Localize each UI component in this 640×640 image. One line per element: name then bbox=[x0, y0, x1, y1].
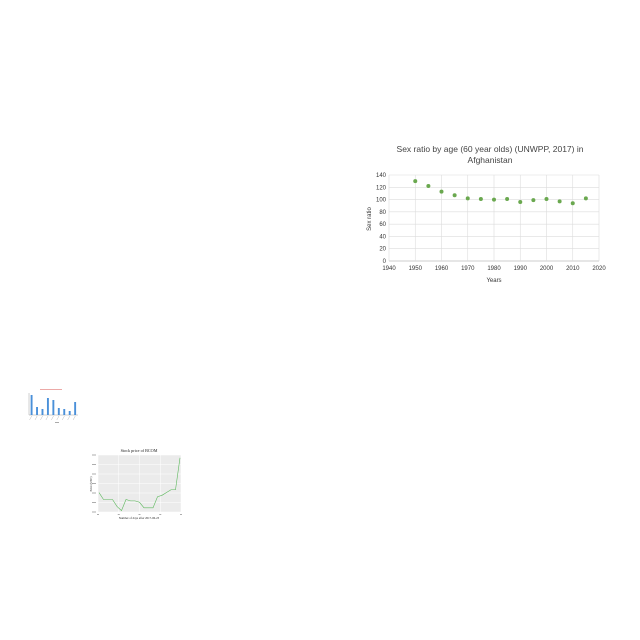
stock-price-chart: Stock price of BCOM Number of days after… bbox=[88, 444, 182, 524]
y-tick-label: 120 bbox=[376, 185, 387, 191]
bar-chart-svg bbox=[28, 389, 78, 423]
data-point bbox=[492, 197, 496, 202]
data-point bbox=[518, 200, 523, 205]
stock-grid bbox=[92, 454, 182, 515]
stock-chart-svg: Stock price of BCOM Number of days after… bbox=[89, 448, 182, 520]
x-tick-label bbox=[34, 415, 38, 421]
data-point bbox=[557, 199, 562, 204]
stock-price-line bbox=[98, 457, 181, 512]
bar bbox=[30, 395, 33, 415]
x-tick-label: 2010 bbox=[566, 266, 580, 272]
x-tick-label: 1990 bbox=[514, 266, 528, 272]
y-tick-label bbox=[92, 492, 96, 494]
sex-ratio-chart-svg: Sex ratio by age (60 year olds) (UNWPP, … bbox=[367, 144, 606, 284]
data-points bbox=[413, 179, 588, 206]
y-tick-label bbox=[92, 502, 96, 503]
y-tick-label bbox=[92, 483, 96, 484]
tick-labels: 0 20 40 60 80 100 120 140 1940 1950 1960 1970 1980 19… bbox=[376, 173, 606, 272]
y-tick-label bbox=[92, 454, 96, 456]
x-tick-label bbox=[29, 415, 32, 421]
x-axis-label bbox=[55, 422, 59, 423]
x-tick-label bbox=[138, 514, 141, 515]
y-tick-label: 20 bbox=[379, 247, 386, 253]
y-tick-label: 140 bbox=[376, 173, 387, 179]
y-tick-label bbox=[92, 511, 96, 513]
x-tick-label bbox=[40, 415, 43, 421]
x-tick-label bbox=[180, 514, 182, 515]
data-point bbox=[478, 196, 483, 201]
y-tick-label: 100 bbox=[376, 198, 387, 204]
x-tick-label bbox=[67, 415, 71, 421]
bar bbox=[41, 409, 44, 415]
data-point bbox=[583, 196, 588, 201]
y-tick-label bbox=[92, 464, 96, 465]
bar bbox=[36, 407, 38, 415]
data-point bbox=[426, 184, 431, 189]
x-tick-label: 2020 bbox=[592, 266, 606, 272]
data-point bbox=[413, 179, 418, 184]
x-axis-label: Years bbox=[486, 278, 501, 284]
x-tick-label bbox=[117, 514, 120, 515]
y-tick-label: 40 bbox=[379, 234, 386, 240]
x-tick-label bbox=[45, 415, 49, 421]
y-axis-label: Sex ratio bbox=[367, 207, 373, 231]
x-tick-label: 1980 bbox=[487, 266, 501, 272]
bar bbox=[57, 408, 60, 415]
x-tick-label bbox=[97, 514, 99, 515]
y-tick-label: 80 bbox=[379, 210, 386, 216]
bar-chart-thumbnail bbox=[20, 385, 82, 427]
grid bbox=[388, 174, 600, 262]
bar-chart-title-mark bbox=[40, 389, 62, 390]
x-tick-label bbox=[56, 415, 60, 421]
x-tick-label bbox=[72, 415, 76, 421]
y-tick-label bbox=[92, 473, 96, 475]
bar bbox=[46, 398, 49, 415]
bar bbox=[68, 411, 71, 415]
data-point bbox=[439, 189, 444, 194]
x-tick-label bbox=[159, 514, 162, 515]
bar bbox=[52, 400, 55, 415]
data-point bbox=[505, 196, 510, 201]
x-tick-label: 2000 bbox=[540, 266, 554, 272]
stock-chart-title: Stock price of BCOM bbox=[121, 448, 158, 453]
x-tick-label: 1950 bbox=[409, 266, 423, 272]
data-point bbox=[570, 201, 575, 206]
chart-title-line-2: Afghanistan bbox=[468, 155, 513, 165]
x-tick-label bbox=[62, 415, 65, 421]
bar bbox=[63, 409, 66, 415]
stock-x-axis-label: Number of days after 2017-06-23 bbox=[119, 516, 160, 520]
data-point bbox=[465, 196, 470, 201]
data-point bbox=[452, 193, 457, 198]
x-tick-label: 1960 bbox=[435, 266, 449, 272]
chart-title-line-1: Sex ratio by age (60 year olds) (UNWPP, … bbox=[397, 144, 584, 154]
sex-ratio-chart: Sex ratio by age (60 year olds) (UNWPP, … bbox=[362, 140, 612, 290]
stock-y-axis-label: Price (USD) bbox=[89, 477, 93, 492]
bars bbox=[28, 393, 78, 423]
x-tick-label bbox=[51, 415, 54, 421]
data-point bbox=[544, 196, 549, 201]
x-tick-label: 1940 bbox=[382, 266, 396, 272]
y-tick-label: 0 bbox=[383, 259, 387, 265]
y-tick-label: 60 bbox=[379, 222, 386, 228]
data-point bbox=[531, 198, 536, 203]
bar bbox=[74, 402, 77, 415]
x-tick-label: 1970 bbox=[461, 266, 475, 272]
